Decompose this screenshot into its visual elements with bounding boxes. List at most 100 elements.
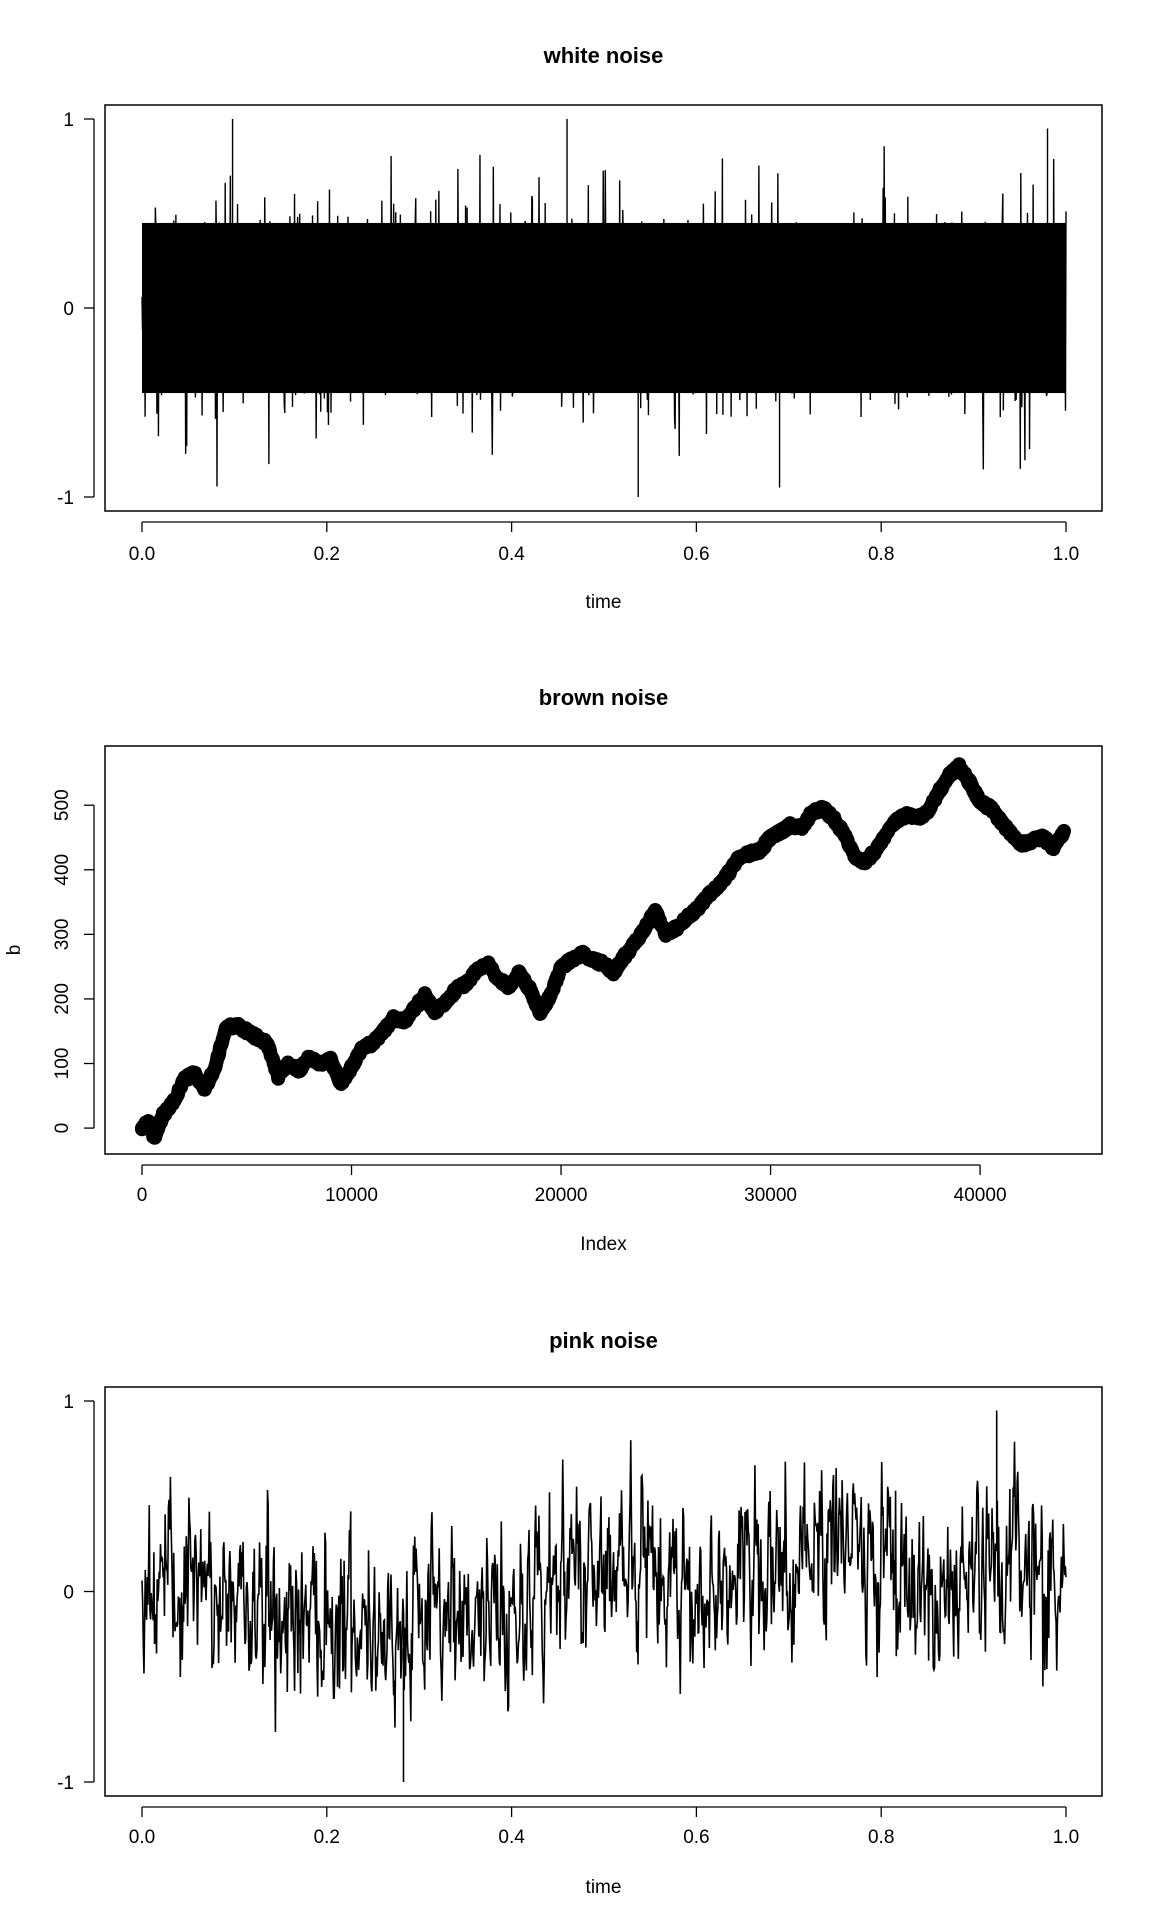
white-noise-core	[142, 222, 1066, 394]
y-tick-label: -1	[57, 488, 74, 509]
brown-noise-point	[292, 1062, 307, 1077]
brown-noise-point	[155, 1108, 170, 1123]
brown-noise-point	[344, 1059, 359, 1074]
y-tick-label: 0	[63, 299, 74, 320]
plot-frame	[104, 1386, 1103, 1797]
brown-noise-point	[910, 811, 925, 826]
brown-noise-point	[962, 775, 977, 790]
y-tick-label: 0	[52, 1123, 73, 1134]
y-tick-label: 300	[52, 919, 73, 951]
y-tick-label: 100	[52, 1048, 73, 1080]
panel-1: white noise 0.0 0.2 0.4 0.6 0.8 1.0 -1 0 1 time	[57, 43, 1103, 613]
brown-noise-point	[795, 820, 809, 835]
brown-noise-point	[637, 920, 652, 935]
x-axis-label: time	[586, 1877, 622, 1898]
x-tick-label: 0.8	[868, 544, 894, 565]
brown-noise-point	[260, 1037, 275, 1052]
plot-frame	[104, 104, 1103, 512]
brown-noise-point	[281, 1056, 296, 1071]
x-tick-label: 0.4	[498, 544, 525, 565]
x-tick-label: 30000	[744, 1185, 797, 1206]
brown-noise-point	[575, 946, 589, 961]
y-axis-label: b	[4, 945, 25, 956]
chart-title: pink noise	[549, 1328, 658, 1353]
chart-title: brown noise	[539, 685, 669, 710]
brown-noise-point	[1035, 830, 1050, 845]
brown-noise-point	[365, 1037, 380, 1052]
x-tick-label: 0.4	[498, 1827, 525, 1848]
brown-noise-point	[836, 827, 851, 842]
brown-noise-point	[826, 811, 841, 826]
brown-noise-point	[679, 911, 694, 926]
y-tick-label: 400	[52, 854, 73, 886]
brown-noise-point	[721, 866, 736, 881]
brown-noise-point	[459, 975, 474, 990]
brown-noise-point	[889, 814, 904, 829]
brown-noise-point	[952, 759, 967, 774]
plot-frame	[104, 745, 1103, 1155]
x-tick-label: 40000	[954, 1185, 1007, 1206]
x-axis-label: time	[586, 592, 622, 613]
brown-noise-point	[239, 1024, 254, 1039]
brown-noise-point	[176, 1072, 191, 1087]
brown-noise-point	[1046, 840, 1061, 855]
brown-noise-point	[141, 1114, 156, 1129]
brown-noise-point	[396, 1014, 411, 1029]
brown-noise-point	[658, 927, 673, 942]
brown-noise-point	[774, 824, 789, 839]
panel-2: brown noise 0 10000 20000 30000 40000 0 100 200 3…	[4, 685, 1103, 1255]
brown-noise-point	[994, 814, 1009, 829]
brown-noise-point	[920, 804, 935, 819]
brown-noise-point	[973, 794, 988, 809]
y-tick-label: 1	[63, 110, 74, 131]
brown-noise-point	[648, 904, 663, 919]
brown-noise-point	[271, 1069, 286, 1084]
y-tick-label: 500	[52, 789, 73, 821]
brown-noise-point	[941, 769, 956, 784]
brown-noise-point	[522, 982, 537, 997]
brown-noise-point	[847, 849, 862, 864]
brown-noise-point	[711, 878, 726, 893]
brown-noise-point	[512, 966, 527, 981]
brown-noise-point	[753, 843, 768, 858]
brown-noise-point	[323, 1053, 338, 1068]
brown-noise-point	[533, 1004, 548, 1019]
brown-noise-point	[595, 956, 610, 971]
brown-noise-point	[564, 953, 579, 968]
brown-noise-point	[690, 901, 705, 916]
y-tick-label: 200	[52, 983, 73, 1015]
pink-noise-series	[141, 1440, 1067, 1732]
chart-title: white noise	[543, 43, 664, 68]
brown-noise-point	[208, 1059, 223, 1074]
brown-noise-point	[229, 1017, 244, 1032]
brown-noise-point	[857, 856, 872, 871]
y-tick-label: 1	[63, 1392, 74, 1413]
brown-noise-point	[438, 995, 453, 1010]
brown-noise-point	[1056, 824, 1071, 839]
brown-noise-point	[554, 959, 569, 974]
brown-noise-point	[417, 988, 432, 1003]
brown-noise-point	[147, 1130, 162, 1145]
brown-noise-point	[197, 1082, 212, 1097]
brown-noise-point	[983, 801, 998, 816]
brown-noise-point	[1004, 827, 1019, 842]
brown-noise-point	[302, 1050, 317, 1065]
brown-noise-point	[407, 1001, 422, 1016]
x-tick-label: 0.2	[314, 1827, 340, 1848]
brown-noise-point	[878, 827, 893, 842]
brown-noise-point	[700, 888, 715, 903]
brown-noise-point	[763, 830, 778, 845]
brown-noise-point	[428, 1004, 443, 1019]
brown-noise-point	[334, 1075, 349, 1090]
y-tick-label: -1	[57, 1773, 74, 1794]
x-axis-label: Index	[580, 1234, 627, 1255]
brown-noise-point	[187, 1066, 202, 1081]
x-tick-label: 0.6	[683, 1827, 709, 1848]
brown-noise-point	[815, 801, 830, 816]
brown-noise-point	[375, 1024, 390, 1039]
x-tick-label: 0.2	[314, 544, 340, 565]
brown-noise-point	[449, 982, 464, 997]
brown-noise-point	[470, 962, 485, 977]
x-tick-label: 0	[137, 1185, 148, 1206]
